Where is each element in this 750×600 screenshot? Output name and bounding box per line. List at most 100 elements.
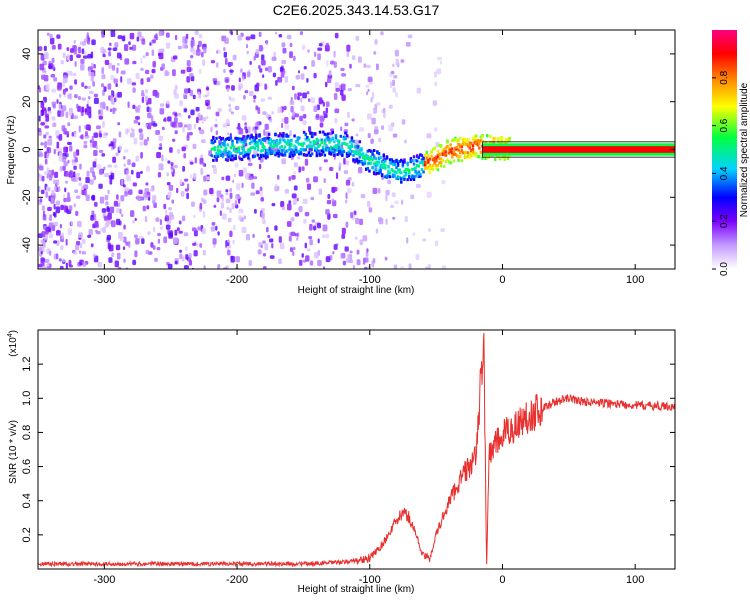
- spectrogram-cell: [137, 195, 142, 201]
- spectrogram-cell: [396, 161, 400, 165]
- spectrogram-cell: [199, 129, 205, 135]
- spectrogram-cell: [86, 32, 89, 39]
- spectrogram-cell: [394, 91, 398, 98]
- spectrogram-cell: [435, 155, 438, 159]
- spectrogram-cell: [431, 163, 435, 167]
- spectrogram-cell: [450, 150, 454, 154]
- spectrogram-cell: [458, 151, 462, 155]
- spectrogram-cell: [307, 126, 312, 133]
- y-tick-label: 0.6: [21, 459, 33, 474]
- spectrogram-cell: [277, 174, 280, 180]
- spectrogram-cell: [358, 160, 362, 164]
- spectrogram-cell: [431, 167, 435, 171]
- spectrogram-cell: [56, 85, 62, 91]
- spectrogram-cell: [224, 158, 228, 162]
- spectrogram-cell: [216, 150, 220, 154]
- spectrogram-cell: [417, 156, 421, 160]
- spectrogram-cell: [195, 106, 200, 112]
- spectrogram-cell: [446, 140, 449, 144]
- spectrogram-cell: [282, 138, 285, 142]
- spectrogram-cell: [267, 141, 271, 145]
- spectrogram-cell: [262, 266, 267, 269]
- spectrogram-cell: [138, 128, 143, 133]
- spectrogram-cell: [344, 137, 347, 141]
- colorbar-tick-label: 0.2: [719, 214, 730, 228]
- spectrogram-cell: [180, 69, 186, 74]
- spectrogram-cell: [132, 104, 136, 109]
- spectrogram-cell: [380, 165, 384, 169]
- spectrogram-cell: [261, 148, 264, 152]
- spectrogram-cell: [215, 136, 218, 140]
- y-tick-label: -40: [21, 237, 33, 253]
- spectrogram-cell: [68, 111, 73, 116]
- spectrogram-cell: [282, 132, 285, 136]
- spectrogram-cell: [334, 32, 339, 39]
- spectrogram-cell: [305, 255, 310, 262]
- spectrogram-cell: [267, 136, 271, 140]
- spectrogram-cell: [357, 161, 360, 165]
- spectrogram-cell: [116, 67, 119, 74]
- spectrogram-cell: [296, 141, 300, 145]
- spectrogram-cell: [78, 182, 83, 187]
- spectrogram-cell: [55, 200, 61, 206]
- spectrogram-cell: [53, 148, 56, 155]
- spectrogram-cell: [318, 143, 322, 147]
- spectrogram-cell: [376, 160, 379, 164]
- spectrogram-cell: [291, 149, 295, 153]
- spectrogram-cell: [225, 118, 230, 126]
- spectrogram-cell: [307, 151, 311, 155]
- spectrogram-cell: [269, 144, 272, 148]
- spectrogram-cell: [56, 34, 61, 39]
- spectrogram-cell: [102, 132, 107, 139]
- spectrogram-cell: [379, 163, 382, 167]
- spectrogram-cell: [237, 137, 241, 141]
- spectrogram-cell: [374, 161, 378, 165]
- spectrogram-cell: [221, 154, 225, 158]
- spectrogram-cell: [108, 143, 112, 147]
- spectrogram-cell: [102, 120, 105, 128]
- spectrogram-cell: [390, 81, 393, 88]
- spectrogram-cell: [65, 262, 68, 269]
- spectrogram-cell: [52, 179, 57, 185]
- spectrogram-cell: [281, 42, 286, 48]
- spectrogram-cell: [373, 51, 377, 55]
- spectrogram-cell: [347, 254, 352, 258]
- spectrogram-cell: [447, 151, 451, 155]
- spectrogram-cell: [309, 144, 312, 148]
- spectrogram-cell: [116, 194, 119, 200]
- spectrogram-cell: [368, 148, 371, 152]
- spectrogram-cell: [164, 117, 167, 122]
- spectrogram-cell: [466, 144, 470, 148]
- spectrogram-cell: [146, 106, 150, 113]
- spectrogram-cell: [106, 207, 110, 213]
- spectrogram-cell: [242, 155, 245, 159]
- spectrogram-cell: [243, 151, 247, 155]
- spectrogram-cell: [258, 134, 261, 138]
- spectrogram-cell: [236, 137, 239, 141]
- spectrogram-cell: [232, 225, 236, 231]
- spectrogram-cell: [216, 50, 219, 54]
- spectrogram-cell: [454, 138, 457, 142]
- spectrogram-cell: [360, 148, 363, 152]
- spectrogram-cell: [282, 153, 285, 157]
- spectrogram-cell: [315, 137, 319, 141]
- spectrogram-cell: [405, 41, 411, 47]
- spectrogram-cell: [396, 175, 400, 179]
- spectrogram-cell: [280, 201, 285, 208]
- spectrogram-cell: [274, 133, 277, 137]
- spectrogram-cell: [463, 151, 467, 155]
- spectrogram-cell: [493, 137, 497, 141]
- spectrogram-cell: [220, 145, 223, 149]
- spectrogram-cell: [150, 242, 154, 248]
- spectrogram-cell: [205, 87, 210, 91]
- spectrogram-cell: [407, 34, 413, 39]
- spectrogram-cell: [55, 206, 61, 214]
- spectrogram-cell: [395, 176, 398, 180]
- colorbar-ticks: 0.00.20.40.60.8: [712, 70, 730, 276]
- spectrogram-cell: [408, 263, 412, 269]
- spectrogram-cell: [72, 162, 77, 166]
- spectrogram-cell: [186, 192, 189, 200]
- spectrogram-cell: [291, 193, 297, 199]
- spectrogram-cell: [234, 154, 237, 158]
- spectrogram-cell: [228, 153, 231, 157]
